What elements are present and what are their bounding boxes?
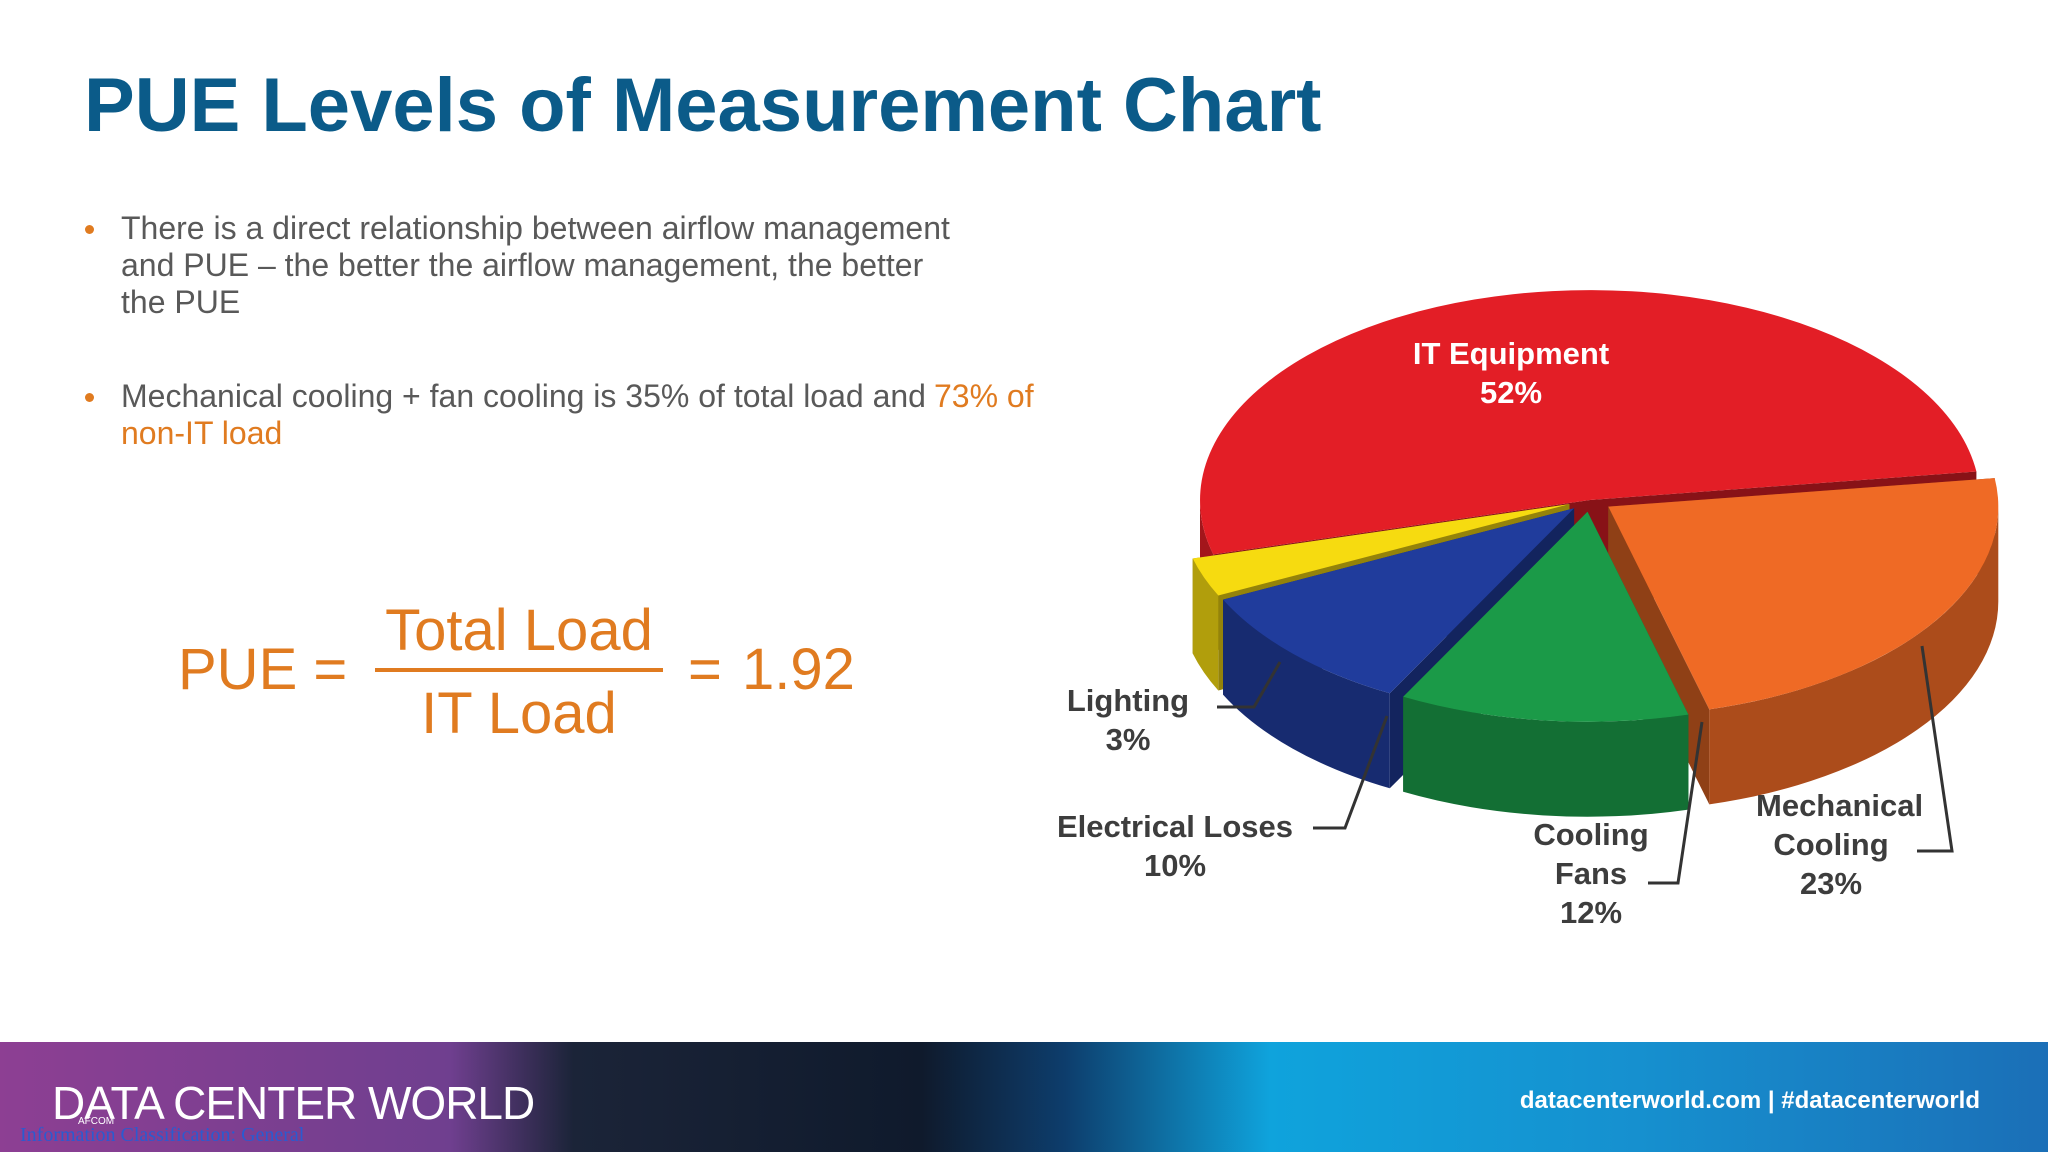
pie-slice: [1192, 504, 1570, 596]
formula-denominator: IT Load: [421, 681, 617, 746]
pie-label: Cooling Fans 12%: [1516, 815, 1666, 932]
pie-label: Mechanical Cooling 23%: [1756, 786, 1924, 903]
slice-side: [1403, 696, 1689, 817]
pie-label-name: Mechanical Cooling: [1756, 788, 1924, 862]
leader-line: [1313, 715, 1389, 830]
leader-line: [1217, 661, 1282, 709]
bullet-dot: [85, 225, 94, 234]
classification: Information Classification: General: [20, 1124, 305, 1146]
leader-line: [1648, 721, 1704, 885]
bullet: There is a direct relationship between a…: [85, 210, 951, 321]
pie-label: IT Equipment 52%: [1381, 334, 1641, 412]
pie-label-value: 52%: [1479, 375, 1543, 410]
pie-slice: [1223, 508, 1575, 694]
bullet: Mechanical cooling + fan cooling is 35% …: [85, 378, 1051, 452]
pie-label-value: 12%: [1559, 895, 1623, 930]
footer-logo-sub: AFCOM: [78, 1116, 115, 1127]
pie-label-value: 10%: [1143, 848, 1207, 883]
pie-slice: [1608, 478, 1999, 710]
leader-lines: [1217, 645, 1954, 885]
formula-value: 1.92: [742, 637, 855, 702]
formula-equals: =: [688, 637, 722, 702]
bullet-text: There is a direct relationship between a…: [121, 210, 950, 320]
formula-numerator: Total Load: [385, 598, 653, 663]
pie-label-name: Cooling Fans: [1533, 817, 1649, 891]
footer-logo: DATA CENTER WORLD: [52, 1077, 535, 1129]
pie-label-value: 3%: [1105, 722, 1151, 757]
bullet-dot: [85, 393, 94, 402]
pie-label-name: IT Equipment: [1412, 336, 1610, 371]
bullet-text: Mechanical cooling + fan cooling is 35% …: [121, 378, 926, 414]
pie-label: Electrical Loses 10%: [1045, 807, 1305, 885]
slice-side: [1709, 506, 1999, 805]
footer-links: datacenterworld.com | #datacenterworld: [1519, 1087, 1980, 1114]
slice-side: [1192, 558, 1219, 691]
bullet-highlight: 73% of non-IT load: [121, 378, 1034, 451]
slices: [1192, 290, 1999, 817]
pie-slice: [1403, 511, 1689, 722]
slide-title: PUE Levels of Measurement Chart: [84, 63, 1322, 148]
fraction-bar: [375, 668, 663, 672]
leader-line: [1917, 645, 1954, 853]
pie-label-name: Electrical Loses: [1056, 809, 1294, 844]
formula-lhs: PUE =: [178, 637, 348, 702]
slice-side: [1223, 599, 1390, 789]
pie-label-name: Lighting: [1066, 683, 1190, 718]
pie-chart: [1192, 290, 1999, 885]
pie-label-value: 23%: [1799, 866, 1863, 901]
pie-label: Lighting 3%: [998, 681, 1258, 759]
footer-band: [0, 1042, 2048, 1152]
pie-slice: [1200, 290, 1977, 555]
